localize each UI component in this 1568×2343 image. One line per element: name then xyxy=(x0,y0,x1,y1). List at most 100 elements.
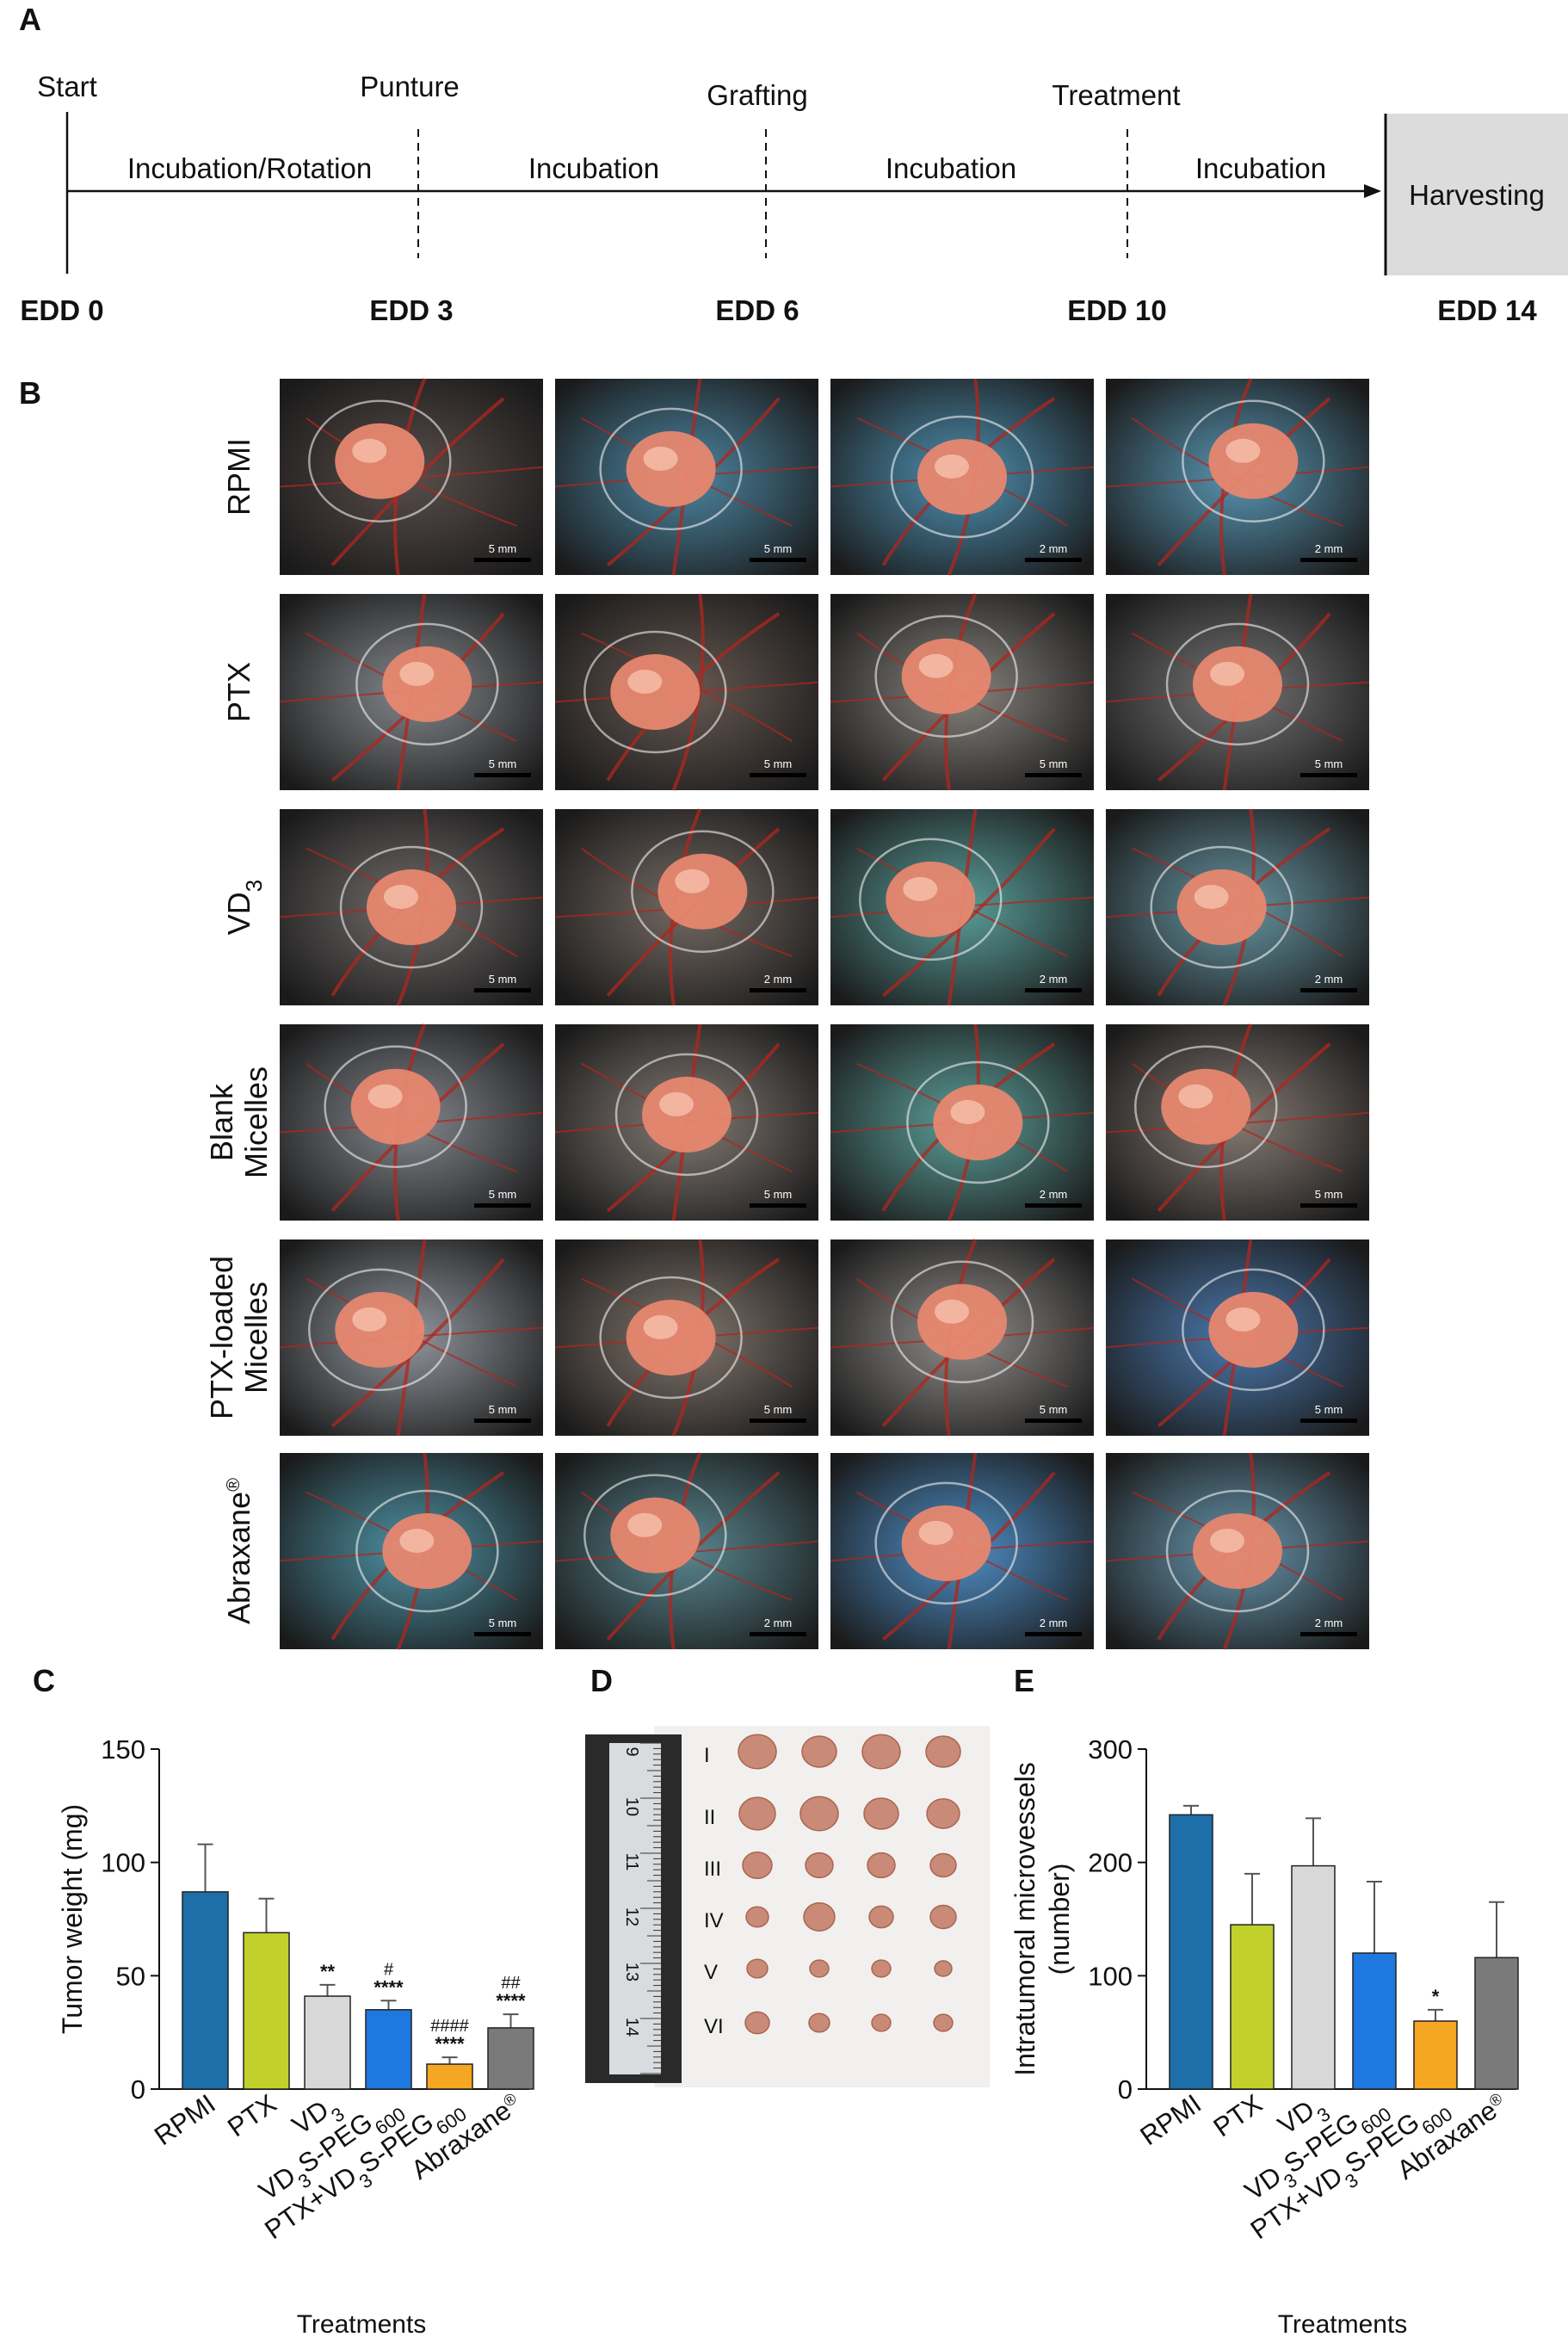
chick-cam-photo: 2 mm xyxy=(830,378,1095,576)
x-tick-label-text: PTX xyxy=(1208,2088,1269,2142)
silicone-ring xyxy=(324,1045,467,1169)
scale-bar xyxy=(474,1419,531,1423)
scale-bar-label: 5 mm xyxy=(764,757,793,770)
x-tick-label-text: PTX xyxy=(222,2088,282,2142)
ruler-number-text: 11 xyxy=(622,1853,641,1871)
chick-cam-photo: 5 mm xyxy=(830,593,1095,791)
tumor-row-label: II xyxy=(704,1806,715,1829)
tumor xyxy=(382,1513,472,1589)
excised-tumor xyxy=(871,2013,892,2032)
bar xyxy=(365,2009,412,2090)
silicone-ring xyxy=(614,1053,759,1177)
silicone-ring xyxy=(1150,845,1293,969)
excised-tumor xyxy=(863,1797,899,1830)
tumor-highlight xyxy=(399,661,435,686)
scale-bar-label: 2 mm xyxy=(1040,1188,1068,1201)
y-tick-label: 300 xyxy=(1088,1734,1133,1765)
scale-bar-label: 5 mm xyxy=(1315,1403,1343,1416)
ruler-number: 9 xyxy=(622,1746,641,1756)
scale-bar-label: 5 mm xyxy=(764,1403,793,1416)
excised-tumor xyxy=(805,1852,834,1879)
blood-vessel xyxy=(1105,1111,1370,1134)
blood-vessel xyxy=(881,827,1056,998)
timeline-day-label: EDD 6 xyxy=(715,294,799,326)
photo-row-label-text: VD3 xyxy=(221,880,267,935)
bar xyxy=(426,2063,473,2090)
excised-tumor xyxy=(871,1959,892,1978)
tumor-highlight xyxy=(1225,438,1261,463)
scale-bar-label: 5 mm xyxy=(489,1617,517,1629)
timeline-stage-label: Grafting xyxy=(707,79,807,111)
panel-label-e: E xyxy=(1014,1663,1035,1698)
x-tick-label: PTX xyxy=(1208,2088,1269,2142)
scale-bar xyxy=(1300,558,1357,562)
photo-grid: RPMI 5 mm 5 mm 2 mm 2 mm PTX 5 mm 5 mm 5 mm 5 mm V… xyxy=(204,378,1370,1650)
tumor xyxy=(1176,869,1267,945)
tumor-row-label: I xyxy=(704,1744,710,1767)
y-axis-title-line: (number) xyxy=(1044,1864,1075,1975)
tumor xyxy=(626,430,716,507)
scale-bar-label: 2 mm xyxy=(1040,542,1068,555)
scale-bar xyxy=(474,558,531,562)
chick-cam-photo: 5 mm xyxy=(830,1239,1095,1437)
scale-bar xyxy=(474,773,531,777)
excised-tumor xyxy=(925,1735,961,1768)
scale-bar xyxy=(1025,1632,1082,1636)
bar xyxy=(1291,1864,1336,2090)
y-tick-label: 0 xyxy=(131,2074,145,2105)
timeline-day-label: EDD 14 xyxy=(1437,294,1537,326)
panel-label-a: A xyxy=(19,2,41,37)
tumor xyxy=(367,869,456,945)
timeline-segment-label: Incubation xyxy=(528,152,659,184)
scale-bar xyxy=(1025,773,1082,777)
tumor-row-label: VI xyxy=(704,2015,724,2038)
scale-bar xyxy=(1025,558,1082,562)
excised-tumor xyxy=(742,1851,773,1880)
chick-cam-photo: 5 mm xyxy=(279,1239,544,1437)
tumor xyxy=(335,423,425,499)
timeline-segment-label: Incubation xyxy=(886,152,1016,184)
excised-tumor xyxy=(803,1902,836,1932)
scale-bar-label: 5 mm xyxy=(489,542,517,555)
scale-bar xyxy=(1300,1632,1357,1636)
scale-bar-label: 5 mm xyxy=(1040,757,1068,770)
scale-bar xyxy=(1025,988,1082,992)
photo-grid-panel: RPMI 5 mm 5 mm 2 mm 2 mm PTX 5 mm 5 mm 5 mm 5 mm V… xyxy=(0,370,1568,1661)
chick-cam-photo: 2 mm xyxy=(1105,378,1370,576)
excised-tumor xyxy=(861,1734,901,1770)
significance-mark: # xyxy=(384,1960,394,1979)
excised-tumor xyxy=(926,1798,960,1829)
scale-bar xyxy=(750,1632,806,1636)
tumor-highlight xyxy=(918,653,954,678)
scale-bar xyxy=(750,988,806,992)
tumor-highlight xyxy=(367,1084,403,1109)
tumor xyxy=(350,1068,441,1145)
bar xyxy=(1474,1957,1519,2090)
silicone-ring xyxy=(583,1474,727,1598)
tumor xyxy=(1161,1068,1251,1145)
chick-cam-photo: 5 mm xyxy=(279,378,544,576)
panel-label-c: C xyxy=(33,1663,55,1698)
tumor-highlight xyxy=(384,885,418,909)
photo-row-label: Abraxane® xyxy=(221,1478,256,1624)
tumor xyxy=(933,1085,1023,1160)
chick-cam-photo: 5 mm xyxy=(554,593,819,791)
tumor-highlight xyxy=(643,446,678,471)
scale-bar xyxy=(474,1632,531,1636)
ruler-number: 13 xyxy=(622,1963,641,1981)
scale-bar-label: 5 mm xyxy=(489,1188,517,1201)
chick-cam-photo: 2 mm xyxy=(830,1023,1095,1221)
timeline-stage-label: Start xyxy=(37,71,97,102)
tumor-row-label: III xyxy=(704,1858,721,1881)
scale-bar-label: 5 mm xyxy=(1315,757,1343,770)
ruler-number-text: 12 xyxy=(622,1907,641,1926)
chick-cam-photo: 5 mm xyxy=(279,1452,544,1650)
tumor xyxy=(335,1291,425,1368)
tumor-highlight xyxy=(935,1299,969,1324)
tumor xyxy=(886,861,976,937)
excised-tumor xyxy=(929,1852,957,1878)
ruler-number: 12 xyxy=(622,1907,641,1926)
scale-bar-label: 2 mm xyxy=(1040,1617,1068,1629)
significance-mark: ** xyxy=(320,1961,336,1982)
